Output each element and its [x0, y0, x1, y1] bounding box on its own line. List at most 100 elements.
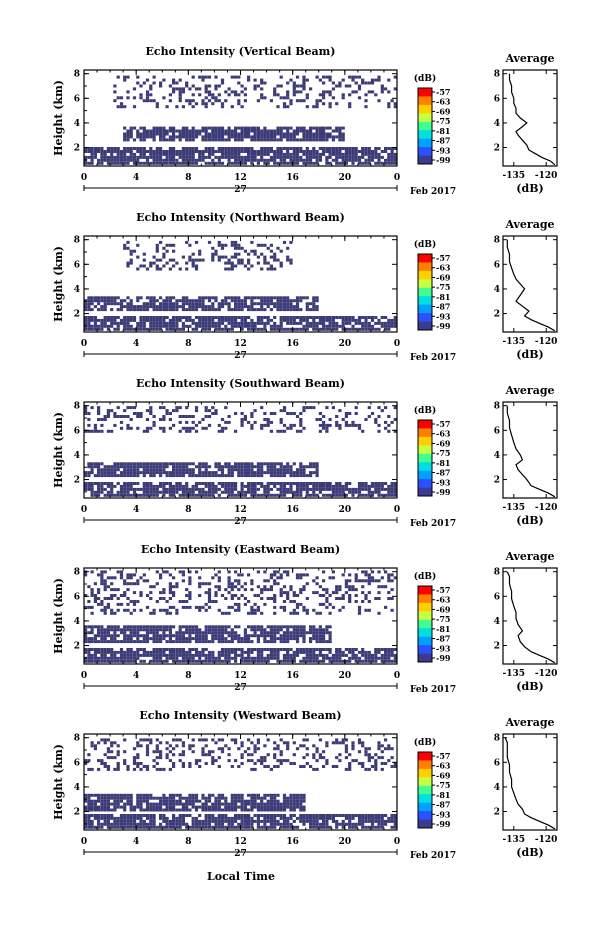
echo-cell: [100, 825, 104, 829]
echo-cell: [253, 611, 257, 615]
echo-cell: [185, 628, 189, 632]
echo-cell: [97, 429, 101, 433]
echo-cell: [194, 570, 199, 574]
echo-cell: [380, 648, 384, 651]
echo-cell: [188, 299, 192, 303]
echo-cell: [162, 152, 166, 156]
echo-cell: [305, 482, 309, 485]
echo-cell: [328, 825, 332, 829]
echo-cell: [113, 327, 117, 331]
x-tick-label: 0: [394, 173, 400, 183]
echo-cell: [106, 302, 110, 306]
echo-cell: [90, 656, 94, 660]
echo-cell: [145, 327, 150, 331]
echo-cell: [312, 138, 316, 142]
echo-cell: [90, 605, 94, 609]
echo-cell: [87, 819, 91, 823]
echo-cell: [129, 576, 133, 580]
echo-cell: [286, 465, 290, 469]
echo-cell: [361, 155, 365, 159]
echo-cell: [214, 471, 218, 475]
echo-cell: [191, 105, 195, 109]
echo-cell: [149, 147, 153, 150]
echo-cell: [126, 129, 130, 133]
echo-cell: [123, 591, 127, 595]
echo-cell: [136, 324, 140, 328]
echo-cell: [172, 243, 176, 247]
echo-cell: [155, 147, 159, 150]
echo-cell: [185, 600, 189, 603]
echo-cell: [315, 150, 319, 153]
echo-cell: [224, 129, 228, 133]
echo-cell: [237, 158, 241, 162]
echo-cell: [328, 150, 332, 153]
echo-cell: [207, 819, 212, 823]
echo-cell: [142, 490, 146, 494]
echo-cell: [269, 465, 273, 469]
echo-cell: [145, 493, 150, 497]
echo-cell: [201, 659, 205, 663]
echo-cell: [234, 816, 238, 820]
echo-cell: [110, 576, 114, 580]
echo-cell: [289, 316, 293, 319]
echo-cell: [106, 327, 110, 331]
echo-cell: [240, 484, 244, 488]
echo-cell: [230, 75, 234, 79]
echo-cell: [256, 152, 260, 156]
echo-cell: [331, 816, 335, 820]
echo-cell: [93, 152, 97, 156]
echo-cell: [367, 150, 371, 153]
echo-cell: [289, 631, 293, 635]
echo-cell: [351, 588, 355, 592]
echo-cell: [276, 152, 280, 156]
echo-cell: [194, 659, 199, 663]
echo-cell: [227, 258, 231, 262]
echo-cell: [155, 493, 159, 497]
echo-cell: [234, 252, 238, 256]
echo-cell: [116, 597, 120, 600]
echo-cell: [185, 138, 189, 142]
echo-cell: [237, 152, 241, 156]
echo-cell: [103, 296, 107, 300]
echo-cell: [331, 147, 335, 150]
echo-cell: [230, 152, 234, 156]
echo-cell: [351, 75, 355, 79]
echo-cell: [387, 147, 391, 150]
echo-cell: [282, 423, 287, 427]
echo-cell: [162, 299, 166, 303]
echo-cell: [100, 796, 104, 800]
echo-cell: [263, 258, 267, 262]
echo-cell: [110, 793, 114, 797]
echo-cell: [367, 152, 371, 156]
echo-cell: [162, 588, 166, 592]
echo-cell: [309, 819, 313, 823]
echo-cell: [152, 634, 156, 638]
echo-cell: [175, 409, 179, 413]
echo-cell: [119, 474, 124, 478]
echo-cell: [106, 484, 110, 488]
echo-cell: [155, 158, 159, 162]
echo-cell: [126, 582, 130, 586]
echo-cell: [126, 324, 130, 328]
echo-cell: [159, 321, 163, 325]
echo-cell: [322, 579, 326, 583]
echo-cell: [106, 640, 110, 644]
echo-cell: [367, 155, 371, 159]
echo-cell: [387, 327, 391, 331]
echo-cell: [142, 132, 146, 136]
echo-cell: [181, 653, 185, 657]
echo-cell: [312, 653, 316, 657]
echo-cell: [237, 296, 241, 300]
echo-cell: [279, 161, 283, 165]
echo-cell: [387, 415, 391, 418]
echo-cell: [103, 482, 107, 485]
echo-cell: [87, 796, 91, 800]
colorbar-segment: [418, 262, 432, 272]
echo-cell: [211, 471, 215, 475]
echo-cell: [119, 415, 124, 418]
echo-cell: [204, 105, 208, 109]
echo-cell: [230, 308, 234, 312]
echo-cell: [295, 132, 300, 136]
echo-cell: [178, 819, 182, 823]
echo-cell: [384, 659, 388, 663]
